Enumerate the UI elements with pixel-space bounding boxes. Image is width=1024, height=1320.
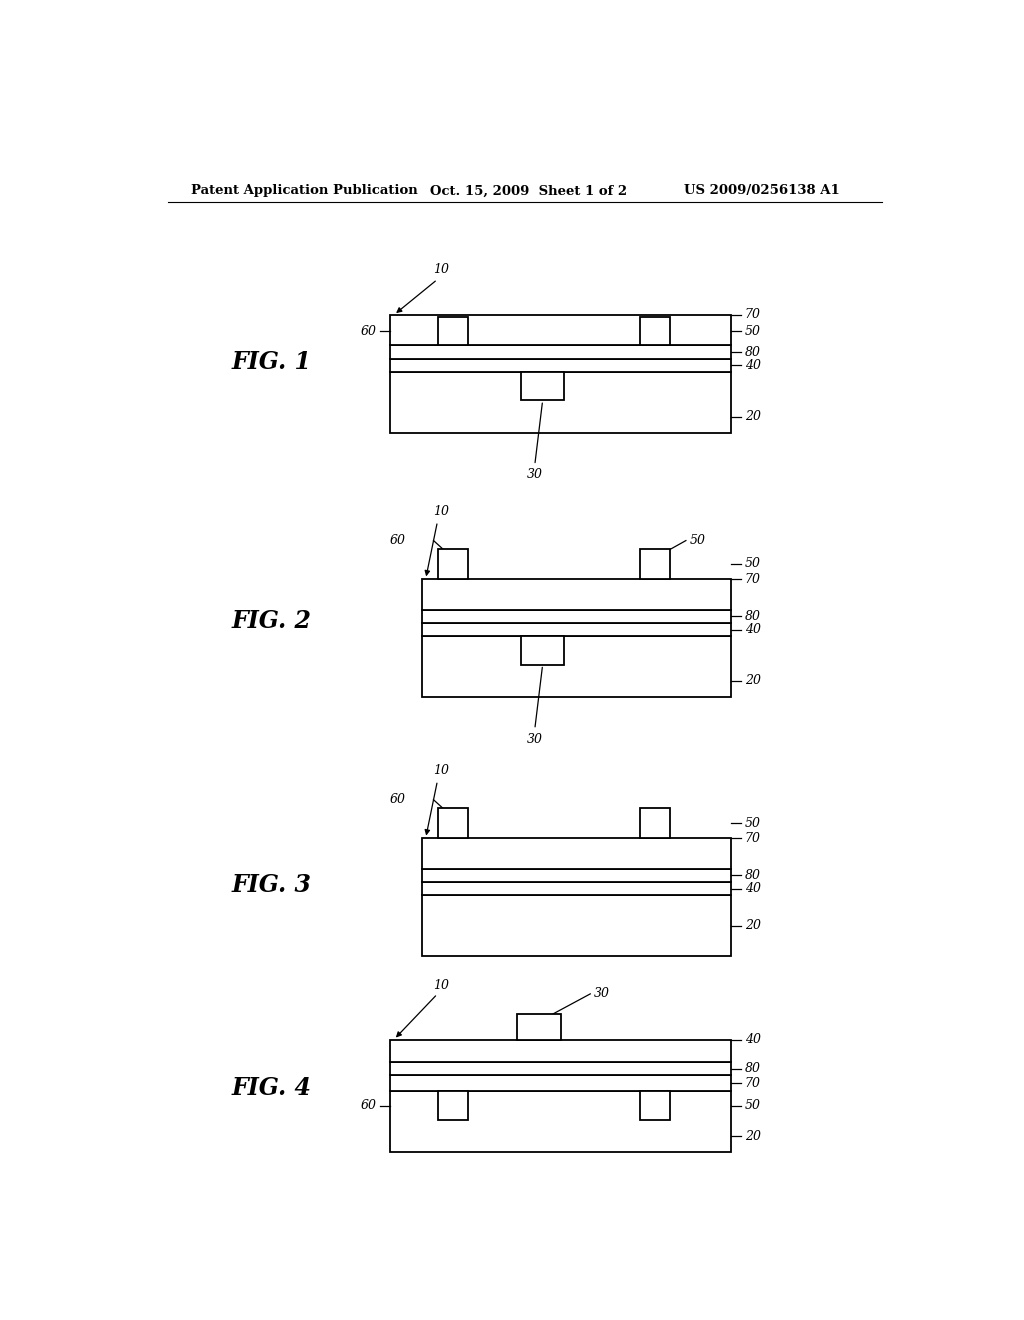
- Text: 60: 60: [360, 1100, 377, 1113]
- Bar: [437, 1092, 468, 1119]
- Text: 40: 40: [744, 1034, 761, 1047]
- Text: 50: 50: [744, 325, 761, 338]
- Text: 70: 70: [744, 832, 761, 845]
- Bar: [390, 1076, 731, 1092]
- Text: 20: 20: [744, 919, 761, 932]
- Text: 70: 70: [744, 573, 761, 586]
- Text: 50: 50: [744, 817, 761, 830]
- Bar: [422, 838, 731, 869]
- Bar: [437, 808, 468, 838]
- Bar: [437, 317, 468, 346]
- Bar: [390, 1040, 731, 1063]
- Bar: [422, 610, 731, 623]
- Text: Patent Application Publication: Patent Application Publication: [191, 185, 418, 198]
- Text: FIG. 1: FIG. 1: [231, 350, 311, 374]
- Text: 10: 10: [433, 506, 450, 519]
- Text: 40: 40: [744, 359, 761, 372]
- Text: 30: 30: [526, 469, 543, 482]
- Text: US 2009/0256138 A1: US 2009/0256138 A1: [684, 185, 840, 198]
- Text: Oct. 15, 2009  Sheet 1 of 2: Oct. 15, 2009 Sheet 1 of 2: [430, 185, 627, 198]
- Text: 10: 10: [433, 263, 450, 276]
- Text: 20: 20: [744, 675, 761, 688]
- Text: 50: 50: [690, 535, 706, 546]
- Text: 30: 30: [594, 987, 610, 1001]
- Text: 60: 60: [390, 535, 406, 546]
- Text: 80: 80: [744, 1063, 761, 1074]
- Bar: [390, 372, 731, 433]
- Bar: [422, 895, 731, 956]
- Text: 10: 10: [433, 979, 450, 991]
- Bar: [390, 1092, 731, 1152]
- Text: 40: 40: [744, 882, 761, 895]
- Text: 30: 30: [526, 733, 543, 746]
- Bar: [521, 636, 564, 664]
- Text: 80: 80: [744, 869, 761, 882]
- Text: 40: 40: [744, 623, 761, 636]
- Text: 10: 10: [433, 764, 450, 777]
- Text: 20: 20: [744, 1130, 761, 1143]
- Bar: [640, 808, 670, 838]
- Bar: [390, 315, 731, 346]
- Bar: [390, 359, 731, 372]
- Text: 50: 50: [744, 1100, 761, 1113]
- Text: 70: 70: [744, 309, 761, 322]
- Bar: [640, 549, 670, 579]
- Bar: [640, 317, 670, 346]
- Bar: [390, 346, 731, 359]
- Text: FIG. 4: FIG. 4: [231, 1076, 311, 1101]
- Bar: [521, 372, 564, 400]
- Bar: [640, 1092, 670, 1119]
- Bar: [390, 1063, 731, 1076]
- Text: 20: 20: [744, 411, 761, 424]
- Text: FIG. 3: FIG. 3: [231, 873, 311, 898]
- Text: 60: 60: [390, 793, 406, 807]
- Text: 60: 60: [360, 325, 377, 338]
- Bar: [422, 636, 731, 697]
- Text: 50: 50: [744, 557, 761, 570]
- Text: 80: 80: [744, 610, 761, 623]
- Bar: [422, 882, 731, 895]
- Bar: [517, 1014, 560, 1040]
- Bar: [422, 869, 731, 882]
- Text: 70: 70: [744, 1077, 761, 1090]
- Bar: [437, 549, 468, 579]
- Text: FIG. 2: FIG. 2: [231, 609, 311, 632]
- Bar: [422, 579, 731, 610]
- Bar: [422, 623, 731, 636]
- Text: 80: 80: [744, 346, 761, 359]
